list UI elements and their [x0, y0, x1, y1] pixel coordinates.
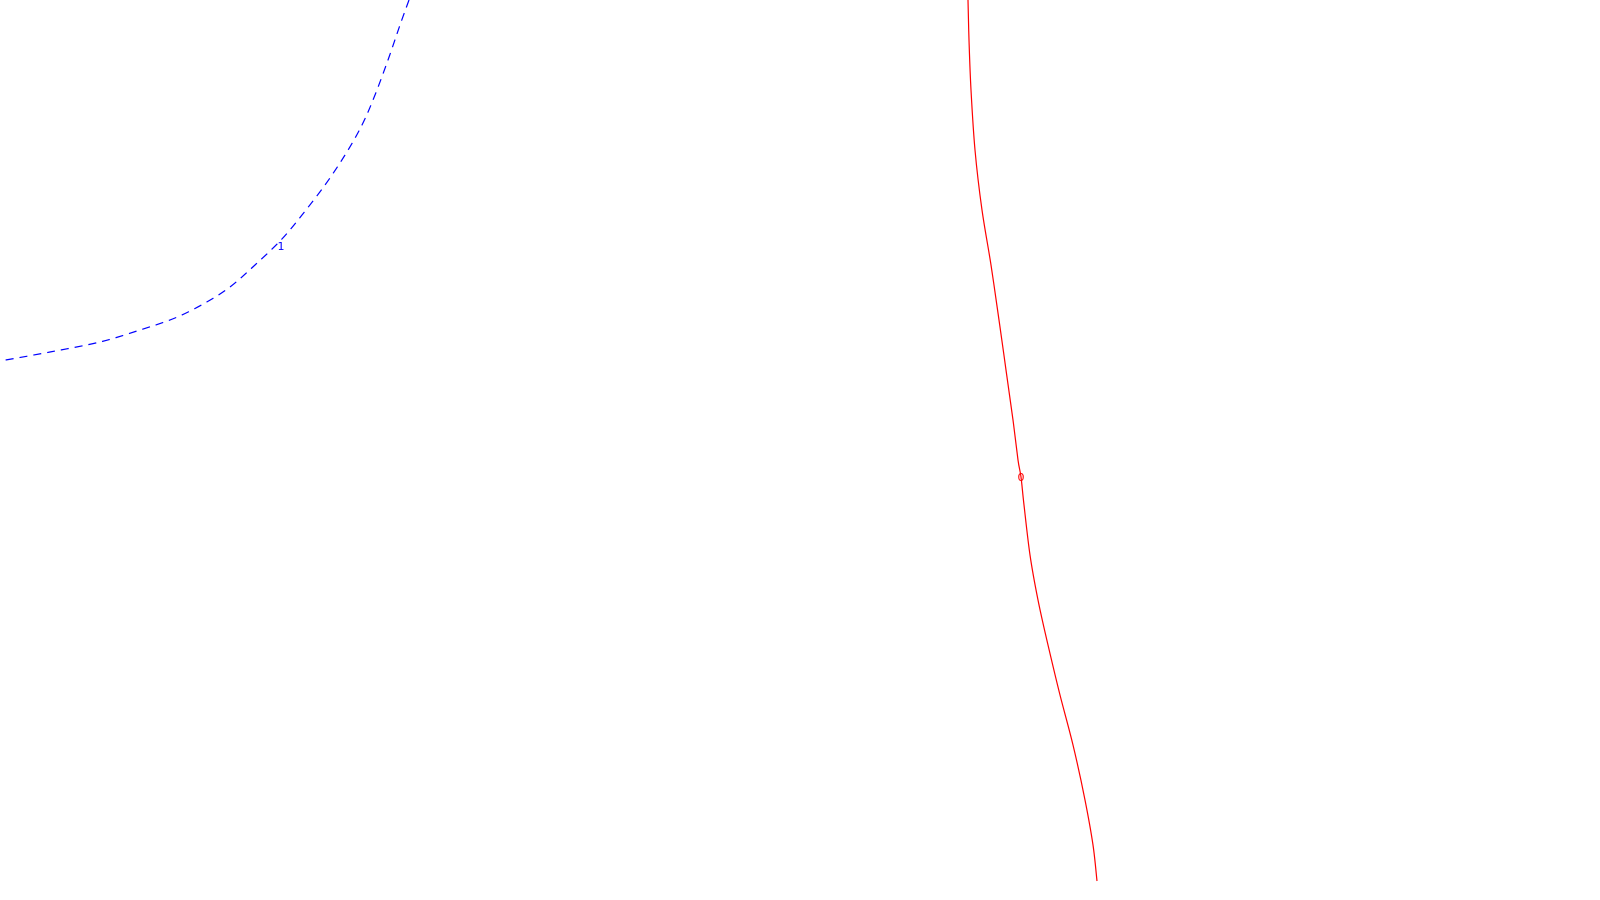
contour-line-0 [967, 0, 1098, 882]
contour-label-1: 1 [278, 240, 285, 253]
contour-labels: 01 [278, 240, 1025, 484]
contour-label-0: 0 [1018, 471, 1025, 484]
contour-lines [0, 0, 1098, 882]
contour-line-1 [0, 0, 410, 362]
